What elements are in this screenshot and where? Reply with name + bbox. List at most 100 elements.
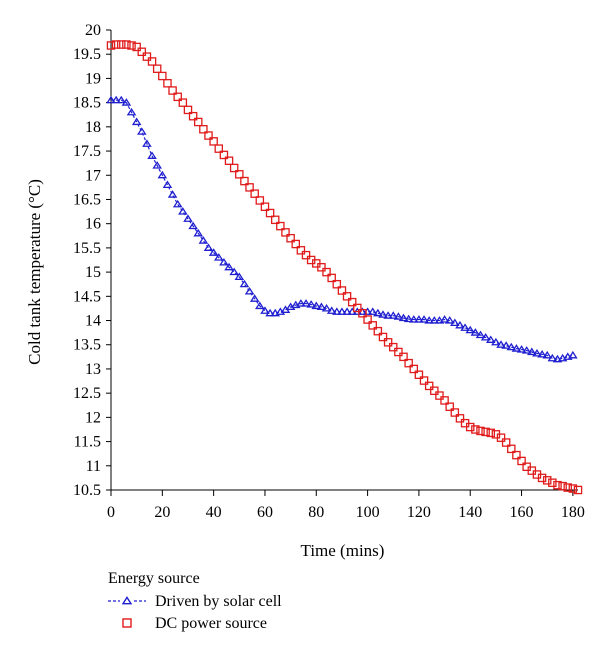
data-point <box>434 316 445 324</box>
data-point <box>553 480 562 490</box>
data-point <box>450 408 460 417</box>
data-point <box>209 137 218 146</box>
data-point <box>173 92 182 102</box>
data-point <box>188 221 198 230</box>
data-point <box>147 57 157 66</box>
data-point <box>399 352 408 362</box>
data-point <box>111 95 121 104</box>
data-point <box>368 321 377 330</box>
y-tick-label: 13 <box>85 361 101 378</box>
data-point <box>276 221 285 231</box>
data-point <box>393 312 404 320</box>
y-tick-label: 10.5 <box>73 482 101 499</box>
data-point <box>353 303 362 313</box>
data-point <box>250 189 259 198</box>
y-tick-label: 16 <box>85 216 101 233</box>
data-point <box>501 438 511 447</box>
data-point <box>296 246 306 255</box>
legend-title: Energy source <box>108 570 200 587</box>
data-point <box>260 306 270 314</box>
data-point <box>137 47 147 57</box>
data-point <box>163 79 172 88</box>
data-point <box>244 287 255 295</box>
data-point <box>157 170 168 179</box>
data-point <box>162 180 173 189</box>
data-point <box>471 425 480 434</box>
data-point <box>507 444 516 454</box>
data-point <box>132 42 141 52</box>
data-point <box>214 144 224 153</box>
legend-item: Driven by solar cell <box>108 593 282 610</box>
data-point <box>265 308 275 317</box>
y-tick-label: 14.5 <box>73 288 101 305</box>
data-point <box>199 125 208 134</box>
data-point <box>517 456 526 466</box>
data-point <box>193 117 203 127</box>
data-point <box>511 344 522 352</box>
y-tick-label: 16.5 <box>73 191 101 208</box>
data-point <box>193 228 204 237</box>
data-point <box>552 354 563 363</box>
x-tick-label: 20 <box>154 504 170 521</box>
data-point <box>116 95 127 104</box>
y-tick-label: 17 <box>85 167 101 184</box>
data-point <box>178 207 188 215</box>
data-point <box>378 310 388 318</box>
data-point <box>106 95 116 104</box>
data-point <box>326 306 337 314</box>
data-point <box>240 176 249 186</box>
data-point <box>404 358 413 368</box>
legend-label: Driven by solar cell <box>155 593 282 610</box>
data-point <box>527 347 537 356</box>
data-point <box>255 301 265 310</box>
data-point <box>117 40 126 49</box>
data-point <box>152 161 162 169</box>
y-tick-label: 18.5 <box>73 95 101 112</box>
data-point <box>480 333 491 341</box>
data-point <box>178 98 188 107</box>
data-point <box>568 350 578 359</box>
x-tick-label: 160 <box>510 504 534 521</box>
data-point <box>383 338 393 347</box>
data-point <box>394 347 403 357</box>
data-point <box>147 151 157 159</box>
data-point <box>172 199 183 208</box>
y-tick-label: 11.5 <box>74 434 101 451</box>
data-point <box>229 267 239 276</box>
data-point <box>465 422 475 432</box>
data-point <box>414 315 424 323</box>
data-point <box>445 402 454 411</box>
data-point <box>203 243 214 251</box>
y-tick-label: 20 <box>85 22 101 39</box>
data-point <box>465 325 476 334</box>
data-point <box>496 340 506 348</box>
data-point <box>311 301 322 310</box>
data-point <box>332 307 342 315</box>
y-tick-label: 12 <box>85 409 101 426</box>
data-point <box>383 311 393 319</box>
data-point <box>167 190 178 198</box>
data-point <box>414 370 424 380</box>
data-point <box>337 307 347 315</box>
data-point <box>347 297 357 307</box>
data-point <box>455 320 465 329</box>
y-tick-label: 17.5 <box>73 143 101 160</box>
data-point <box>548 478 557 487</box>
data-point <box>476 426 485 436</box>
data-point <box>419 315 429 323</box>
legend-marker <box>121 596 133 605</box>
data-point <box>296 299 306 307</box>
data-point <box>286 233 295 243</box>
data-point <box>316 302 327 311</box>
data-point <box>332 279 342 289</box>
data-point <box>430 386 439 395</box>
data-point <box>408 315 419 323</box>
y-tick-label: 15 <box>85 264 101 281</box>
data-point <box>568 484 578 493</box>
data-point <box>485 335 496 343</box>
x-tick-label: 100 <box>356 504 380 521</box>
data-point <box>475 330 486 339</box>
data-point <box>455 414 465 423</box>
data-point <box>301 250 311 260</box>
